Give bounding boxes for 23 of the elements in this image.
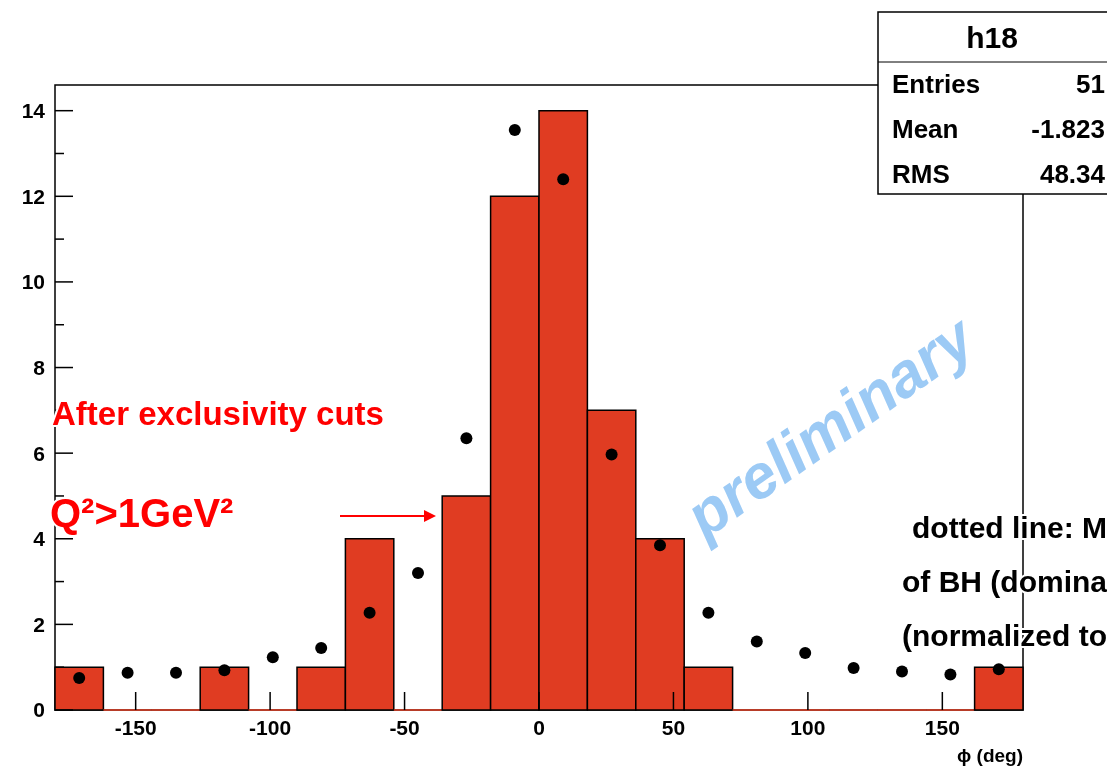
- annotation: RMS: [892, 159, 950, 189]
- y-tick-label: 4: [33, 527, 46, 551]
- x-axis-title: ϕ (deg): [957, 745, 1023, 766]
- x-tick-label: 150: [924, 716, 960, 739]
- text: 51: [1076, 69, 1105, 99]
- x-tick-label: -50: [389, 716, 420, 739]
- y-tick-label: 12: [21, 184, 45, 208]
- x-tick-label: 50: [661, 716, 686, 739]
- y-tick-label: 14: [21, 99, 46, 123]
- text: 48.34: [1039, 159, 1106, 189]
- x-tick-label: -150: [114, 716, 157, 739]
- x-tick-label: 0: [533, 716, 545, 739]
- annotation: Entries: [892, 69, 981, 99]
- annotation: Mean: [892, 114, 959, 144]
- y-tick-label: 8: [33, 355, 46, 379]
- y-tick-label: 6: [33, 441, 45, 465]
- text: h18: [966, 21, 1018, 54]
- y-tick-label: 10: [21, 270, 45, 294]
- x-tick-label: -100: [249, 716, 292, 739]
- text: -1.823: [1031, 114, 1105, 144]
- x-tick-label: 100: [790, 716, 826, 739]
- y-tick-label: 2: [33, 612, 45, 636]
- y-tick-label: 0: [33, 698, 45, 722]
